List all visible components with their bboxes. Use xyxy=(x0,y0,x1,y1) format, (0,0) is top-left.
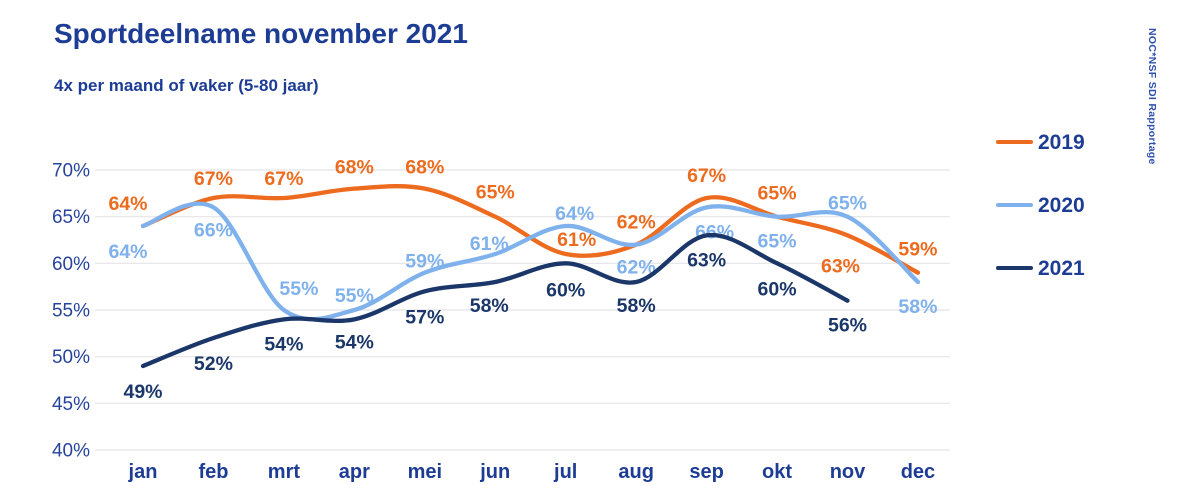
legend-label-2020: 2020 xyxy=(1038,193,1085,217)
watermark-text: NOC*NSF SDI Rapportage xyxy=(1146,28,1158,165)
series-line-2020 xyxy=(140,201,921,322)
legend-item-2020: 2020 xyxy=(996,193,1085,217)
data-label-2020: 64% xyxy=(108,241,147,263)
data-label-2021: 52% xyxy=(194,353,233,375)
legend-item-2021: 2021 xyxy=(996,256,1085,280)
x-axis-month-label: apr xyxy=(339,461,370,483)
x-axis-month-label: mrt xyxy=(268,461,301,483)
data-label-2020: 65% xyxy=(828,193,867,215)
data-label-2021: 58% xyxy=(617,295,656,317)
data-label-2020: 59% xyxy=(405,251,444,273)
data-label-2020: 58% xyxy=(898,296,937,318)
data-label-2021: 49% xyxy=(123,381,162,403)
data-label-2019: 67% xyxy=(264,168,303,190)
legend-label-2019: 2019 xyxy=(1038,130,1085,154)
legend-swatch-2019 xyxy=(996,139,1033,145)
x-axis-month-label: aug xyxy=(618,461,654,483)
data-label-2021: 60% xyxy=(758,278,797,300)
data-label-2019: 68% xyxy=(405,157,444,179)
data-label-2019: 65% xyxy=(476,182,515,204)
data-label-2020: 61% xyxy=(470,233,509,255)
x-axis-month-label: mei xyxy=(408,461,442,483)
series-line-2019 xyxy=(140,184,921,275)
series-line-2021 xyxy=(140,232,850,369)
y-axis-tick-label: 40% xyxy=(52,441,90,462)
data-label-2019: 63% xyxy=(821,255,860,277)
data-label-2020: 55% xyxy=(279,278,318,300)
y-axis-tick-label: 55% xyxy=(52,301,90,322)
y-axis-tick-label: 70% xyxy=(52,161,90,182)
page-subtitle: 4x per maand of vaker (5-80 jaar) xyxy=(54,76,319,95)
chart-legend: 2019 2020 2021 xyxy=(996,130,1085,280)
page-title: Sportdeelname november 2021 xyxy=(54,18,468,49)
x-axis-month-label: nov xyxy=(830,461,866,483)
data-label-2019: 67% xyxy=(194,168,233,190)
legend-swatch-2020 xyxy=(996,202,1033,208)
data-label-2021: 54% xyxy=(264,333,303,355)
data-label-2019: 62% xyxy=(617,212,656,234)
data-label-2019: 65% xyxy=(758,183,797,205)
x-axis-month-label: jul xyxy=(553,461,577,483)
data-label-2021: 58% xyxy=(470,295,509,317)
data-label-2021: 57% xyxy=(405,306,444,328)
y-axis-tick-label: 45% xyxy=(52,394,90,415)
y-axis-tick-label: 60% xyxy=(52,254,90,275)
y-axis-tick-label: 50% xyxy=(52,347,90,368)
data-label-2019: 68% xyxy=(335,157,374,179)
data-label-2019: 59% xyxy=(898,239,937,261)
data-label-2019: 61% xyxy=(557,229,596,251)
x-axis-month-label: okt xyxy=(762,461,792,483)
data-label-2020: 64% xyxy=(555,203,594,225)
data-label-2020: 55% xyxy=(335,285,374,307)
data-label-2021: 63% xyxy=(687,249,726,271)
x-axis-month-label: sep xyxy=(689,461,723,483)
x-axis-month-label: jun xyxy=(479,461,510,483)
data-label-2020: 65% xyxy=(758,231,797,253)
data-label-2020: 66% xyxy=(194,219,233,241)
legend-label-2021: 2021 xyxy=(1038,256,1085,280)
data-label-2019: 64% xyxy=(108,193,147,215)
legend-swatch-2021 xyxy=(996,265,1033,271)
y-axis-tick-label: 65% xyxy=(52,207,90,228)
data-label-2021: 60% xyxy=(546,279,585,301)
data-label-2021: 54% xyxy=(335,331,374,353)
x-axis-month-label: feb xyxy=(198,461,228,483)
x-axis-month-label: dec xyxy=(901,461,935,483)
x-axis-month-label: jan xyxy=(128,461,158,483)
legend-item-2019: 2019 xyxy=(996,130,1085,154)
data-label-2020: 62% xyxy=(617,257,656,279)
data-label-2019: 67% xyxy=(687,165,726,187)
data-label-2021: 56% xyxy=(828,315,867,337)
